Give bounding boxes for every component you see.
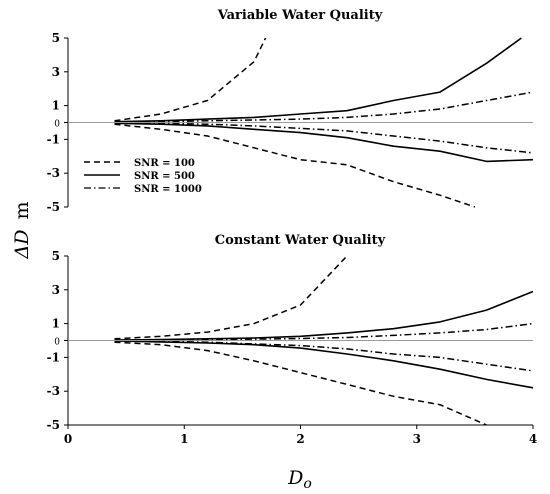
series-line-dashed <box>114 255 348 340</box>
panel-variable-water-quality: Variable Water Quality 5 3 1 0 -1 -3 -5 SNR = … <box>47 8 534 214</box>
y-tick-label: 3 <box>52 65 60 79</box>
y-tick-label: 5 <box>52 249 60 263</box>
y-ticks: 5 3 1 0 -1 -3 -5 <box>47 249 68 432</box>
y-tick-label: -3 <box>47 384 60 398</box>
series-lines <box>114 255 534 426</box>
legend-label: SNR = 100 <box>134 158 195 169</box>
series-line-dashdot <box>114 340 534 372</box>
legend: SNR = 100 SNR = 500 SNR = 1000 <box>84 158 202 195</box>
series-line-dashed <box>114 37 267 122</box>
x-tick-label: 1 <box>180 432 188 446</box>
legend-label: SNR = 500 <box>134 171 195 182</box>
y-ticks: 5 3 1 0 -1 -3 -5 <box>47 31 68 214</box>
series-line-dashdot <box>114 91 534 123</box>
y-tick-label: -5 <box>47 200 60 214</box>
series-line-solid <box>114 37 522 123</box>
x-tick-label: 4 <box>529 432 537 446</box>
x-ticks: 0 1 2 3 4 <box>64 425 537 446</box>
x-tick-label: 0 <box>64 432 72 446</box>
x-tick-label: 3 <box>413 432 421 446</box>
y-tick-label: 3 <box>52 283 60 297</box>
series-line-solid <box>114 122 534 163</box>
y-axis-label: ΔD m <box>11 201 33 259</box>
y-axis-label-symbol: ΔD <box>11 230 33 260</box>
y-tick-label: -1 <box>47 350 60 364</box>
series-line-solid <box>114 340 534 389</box>
x-axis-label: Do <box>287 467 312 492</box>
series-line-dashdot <box>114 322 534 342</box>
chart-title: Variable Water Quality <box>217 8 383 23</box>
series-line-solid <box>114 290 534 341</box>
series-line-dashed <box>114 123 476 208</box>
y-tick-label: -1 <box>47 132 60 146</box>
y-tick-label: 1 <box>52 99 60 113</box>
panel-constant-water-quality: Constant Water Quality 5 3 1 0 -1 -3 -5 0 1 2 3 4 <box>47 233 538 446</box>
y-tick-label: 5 <box>52 31 60 45</box>
x-axis-label-subscript: o <box>303 476 311 492</box>
y-tick-label: -5 <box>47 418 60 432</box>
x-axis-label-symbol: D <box>287 467 303 489</box>
series-lines <box>114 37 534 208</box>
series-line-dashed <box>114 341 487 426</box>
series-line-dashdot <box>114 122 534 154</box>
y-tick-label: 1 <box>52 317 60 331</box>
chart-title: Constant Water Quality <box>215 233 386 248</box>
y-axis-label-unit: m <box>11 201 33 219</box>
y-tick-label: 0 <box>54 120 60 130</box>
y-tick-label: -3 <box>47 166 60 180</box>
x-tick-label: 2 <box>296 432 304 446</box>
y-tick-label: 0 <box>54 338 60 348</box>
legend-label: SNR = 1000 <box>134 184 202 195</box>
svg-text:ΔD m: ΔD m <box>11 201 33 259</box>
